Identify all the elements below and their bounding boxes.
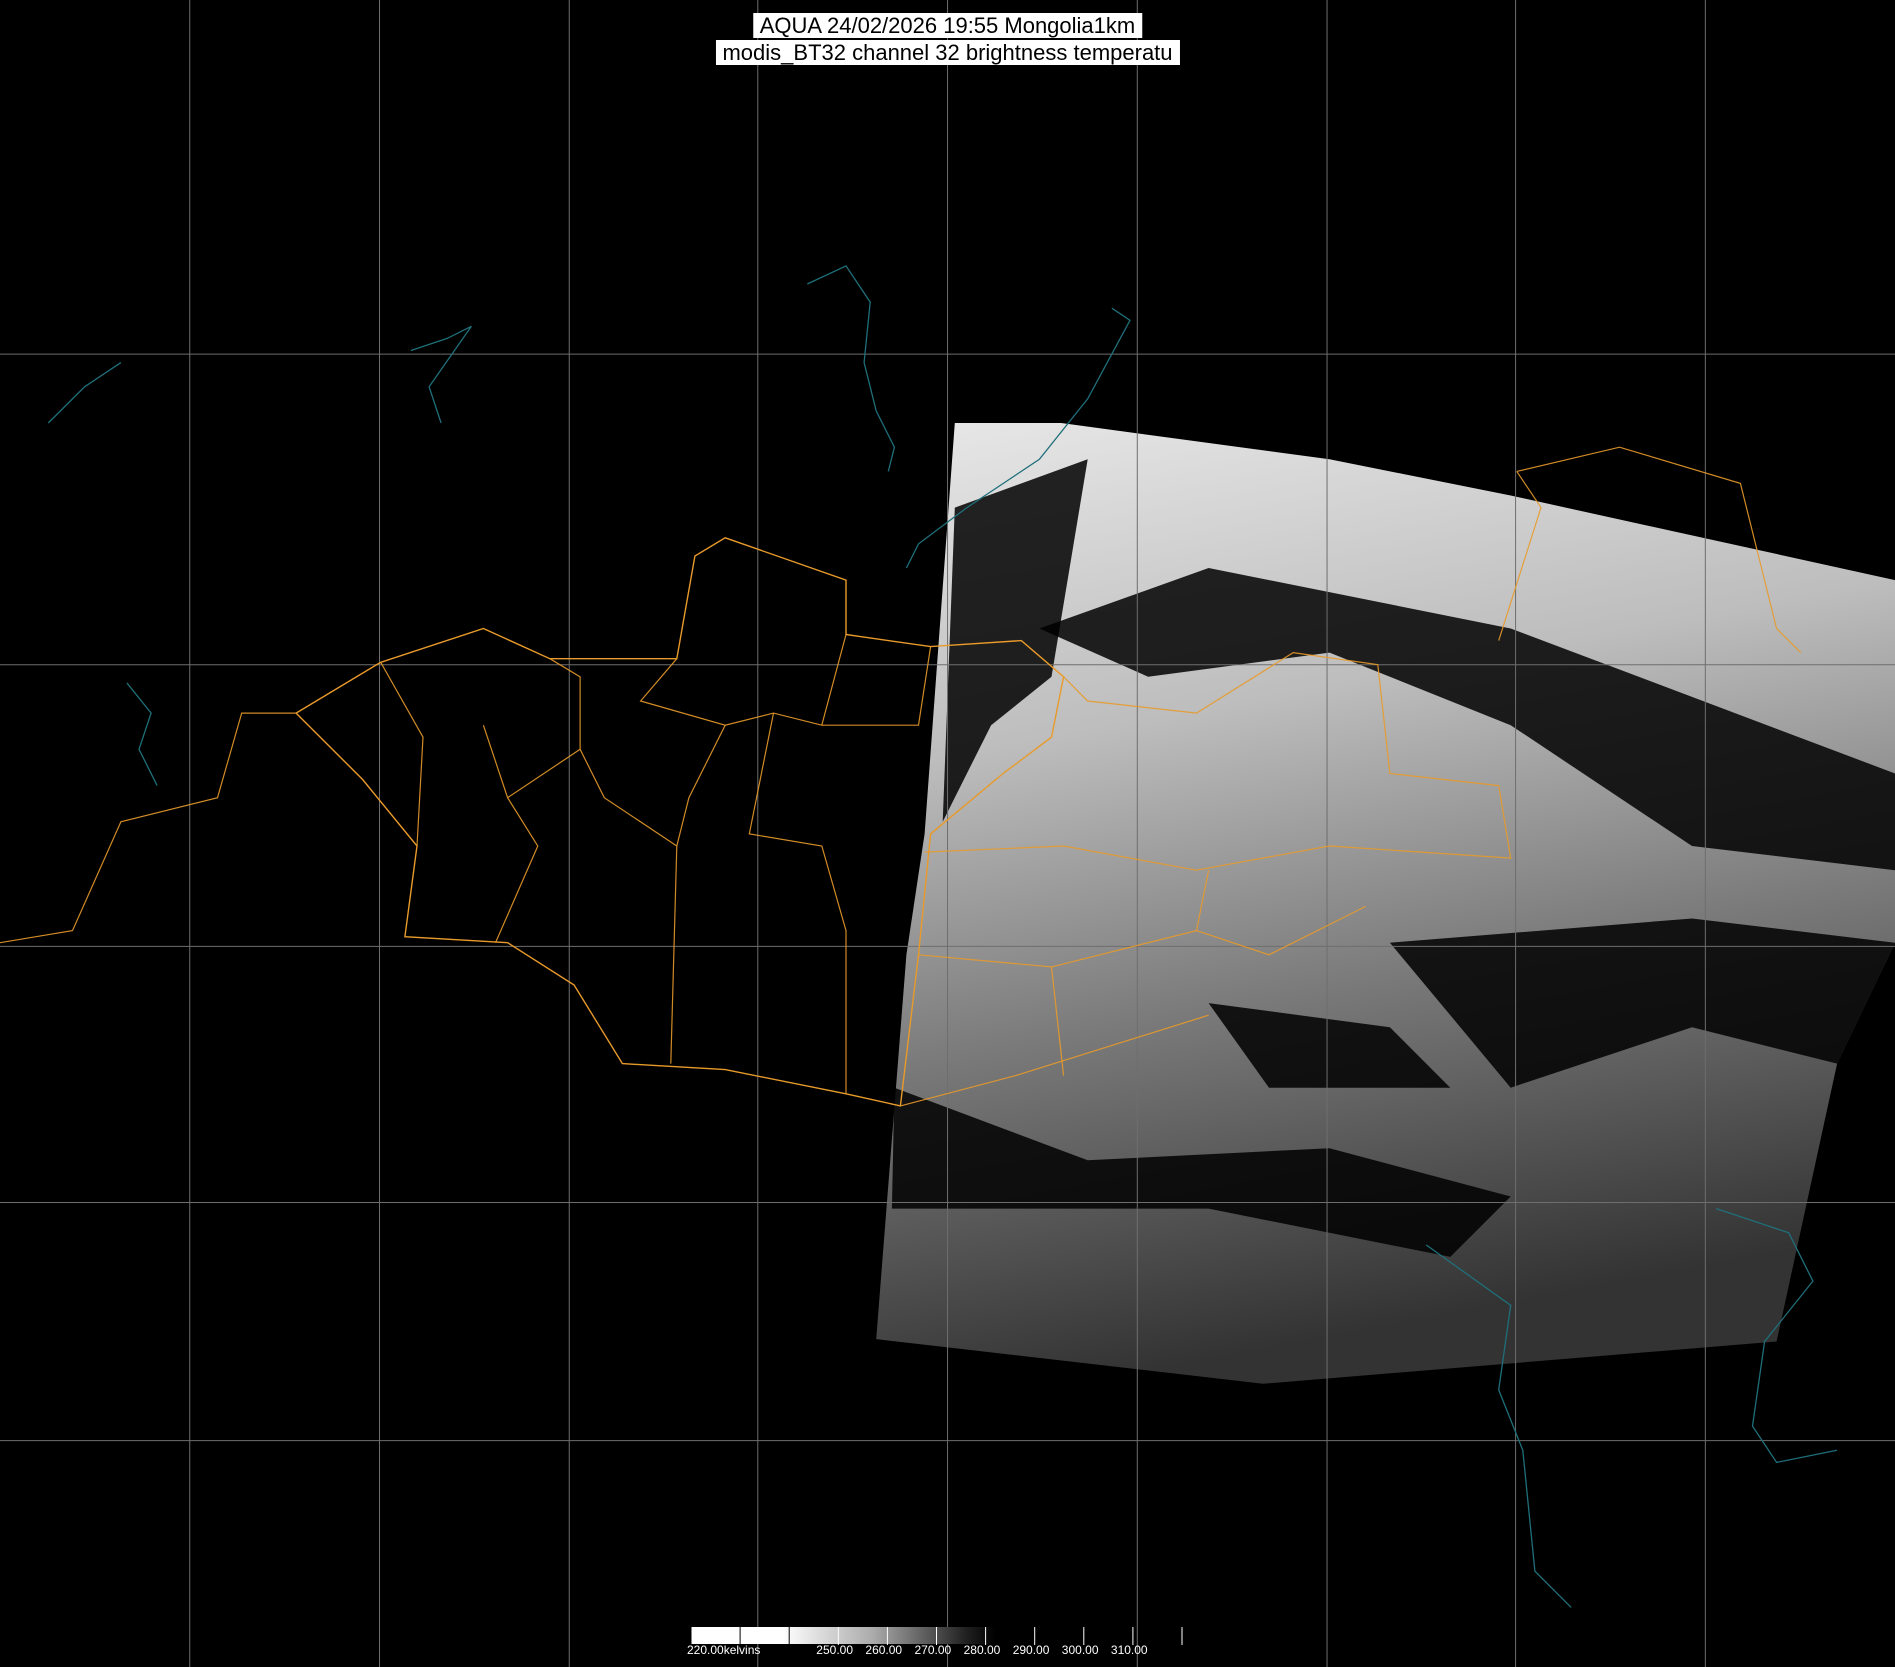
admin-border [821, 646, 932, 726]
colorbar-label: 300.00 [1061, 1643, 1099, 1657]
admin-border [1516, 446, 1802, 654]
coastline [905, 307, 1131, 569]
admin-border [748, 712, 847, 1094]
colorbar-label: 280.00 [963, 1643, 1001, 1657]
dark-region [891, 1087, 1511, 1257]
dark-region [1208, 1003, 1451, 1088]
coastline [126, 682, 158, 786]
admin-border [482, 725, 539, 943]
colorbar-label: 270.00 [914, 1643, 952, 1657]
admin-border [639, 634, 847, 726]
dark-region [1039, 568, 1895, 871]
coastline [410, 325, 472, 424]
title-line-1: AQUA 24/02/2026 19:55 Mongolia1km [752, 13, 1143, 38]
colorbar-label: 220.00kelvins [687, 1643, 761, 1657]
admin-border [507, 658, 581, 799]
admin-border [900, 1014, 1209, 1107]
admin-border [670, 724, 726, 1064]
colorbar-label: 310.00 [1110, 1643, 1148, 1657]
dark-region [1389, 918, 1895, 1088]
mongolia-border [294, 537, 1065, 1107]
admin-border [380, 662, 424, 847]
admin-border [0, 712, 297, 944]
political-borders [0, 446, 1802, 1107]
coastlines-lakes [47, 265, 1838, 1608]
colorbar-label: 260.00 [865, 1643, 903, 1657]
admin-border [1498, 471, 1542, 641]
admin-border [579, 749, 678, 847]
colorbar [690, 1627, 1183, 1645]
coastline [47, 362, 122, 424]
coastline [1715, 1207, 1838, 1464]
coastline [807, 265, 896, 472]
admin-border [924, 651, 1512, 871]
coastline [1425, 1244, 1572, 1608]
admin-border [1196, 905, 1366, 956]
title-line-2: modis_BT32 channel 32 brightness tempera… [715, 40, 1180, 65]
colorbar-label: 250.00 [816, 1643, 853, 1657]
colorbar-label: 290.00 [1012, 1643, 1050, 1657]
colorbar-gradient [691, 1627, 996, 1644]
satellite-swath-image [876, 423, 1895, 1384]
